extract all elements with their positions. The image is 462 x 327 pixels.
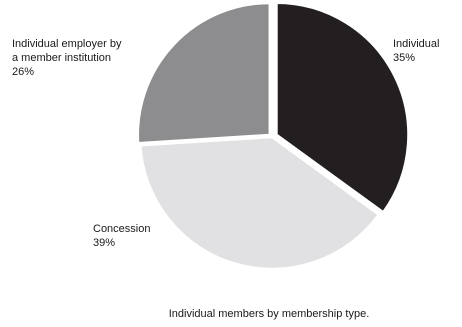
pie-slices	[136, 1, 410, 271]
slice-label-concession-name: Concession	[93, 223, 150, 235]
slice-label-employer-name-line1: Individual employer by	[12, 38, 122, 50]
slice-label-employer-name-line2: a member institution	[12, 52, 111, 64]
pie-slice-individual	[275, 1, 410, 215]
slice-label-individual-value: 35%	[393, 52, 415, 64]
chart-caption: Individual members by membership type.	[168, 308, 370, 320]
slice-label-employer-value: 26%	[12, 66, 34, 78]
slice-label-individual-name: Individual	[393, 38, 439, 50]
pie-slice-individual-employer-by-a-member-institution	[136, 1, 272, 145]
pie-slice-concession	[138, 135, 381, 271]
slice-label-concession-value: 39%	[93, 237, 115, 249]
